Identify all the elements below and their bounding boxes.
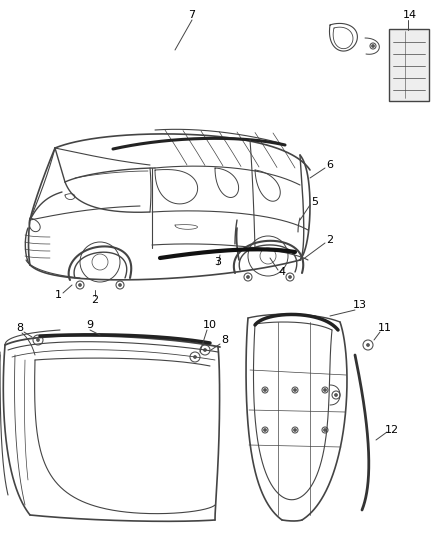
Text: 13: 13 [353, 300, 367, 310]
Text: 6: 6 [326, 160, 333, 170]
Circle shape [293, 389, 297, 392]
Circle shape [264, 429, 266, 432]
Text: 9: 9 [86, 320, 94, 330]
Circle shape [264, 389, 266, 392]
Circle shape [367, 343, 370, 346]
Text: 5: 5 [311, 197, 318, 207]
Circle shape [324, 389, 326, 392]
Text: 7: 7 [188, 10, 195, 20]
Text: 12: 12 [385, 425, 399, 435]
Circle shape [324, 429, 326, 432]
Circle shape [289, 276, 292, 279]
Circle shape [78, 284, 81, 287]
Text: 8: 8 [222, 335, 229, 345]
Text: 2: 2 [326, 235, 334, 245]
Text: 2: 2 [92, 295, 99, 305]
Circle shape [36, 338, 39, 342]
Text: 3: 3 [215, 257, 222, 267]
Text: 11: 11 [378, 323, 392, 333]
Circle shape [371, 44, 374, 47]
Text: 8: 8 [17, 323, 24, 333]
Circle shape [119, 284, 121, 287]
Circle shape [247, 276, 250, 279]
Circle shape [335, 393, 338, 397]
FancyBboxPatch shape [389, 29, 429, 101]
Text: 4: 4 [279, 267, 286, 277]
Circle shape [204, 349, 206, 351]
Text: 14: 14 [403, 10, 417, 20]
Text: 1: 1 [54, 290, 61, 300]
Circle shape [293, 429, 297, 432]
Text: 10: 10 [203, 320, 217, 330]
Circle shape [194, 356, 197, 359]
